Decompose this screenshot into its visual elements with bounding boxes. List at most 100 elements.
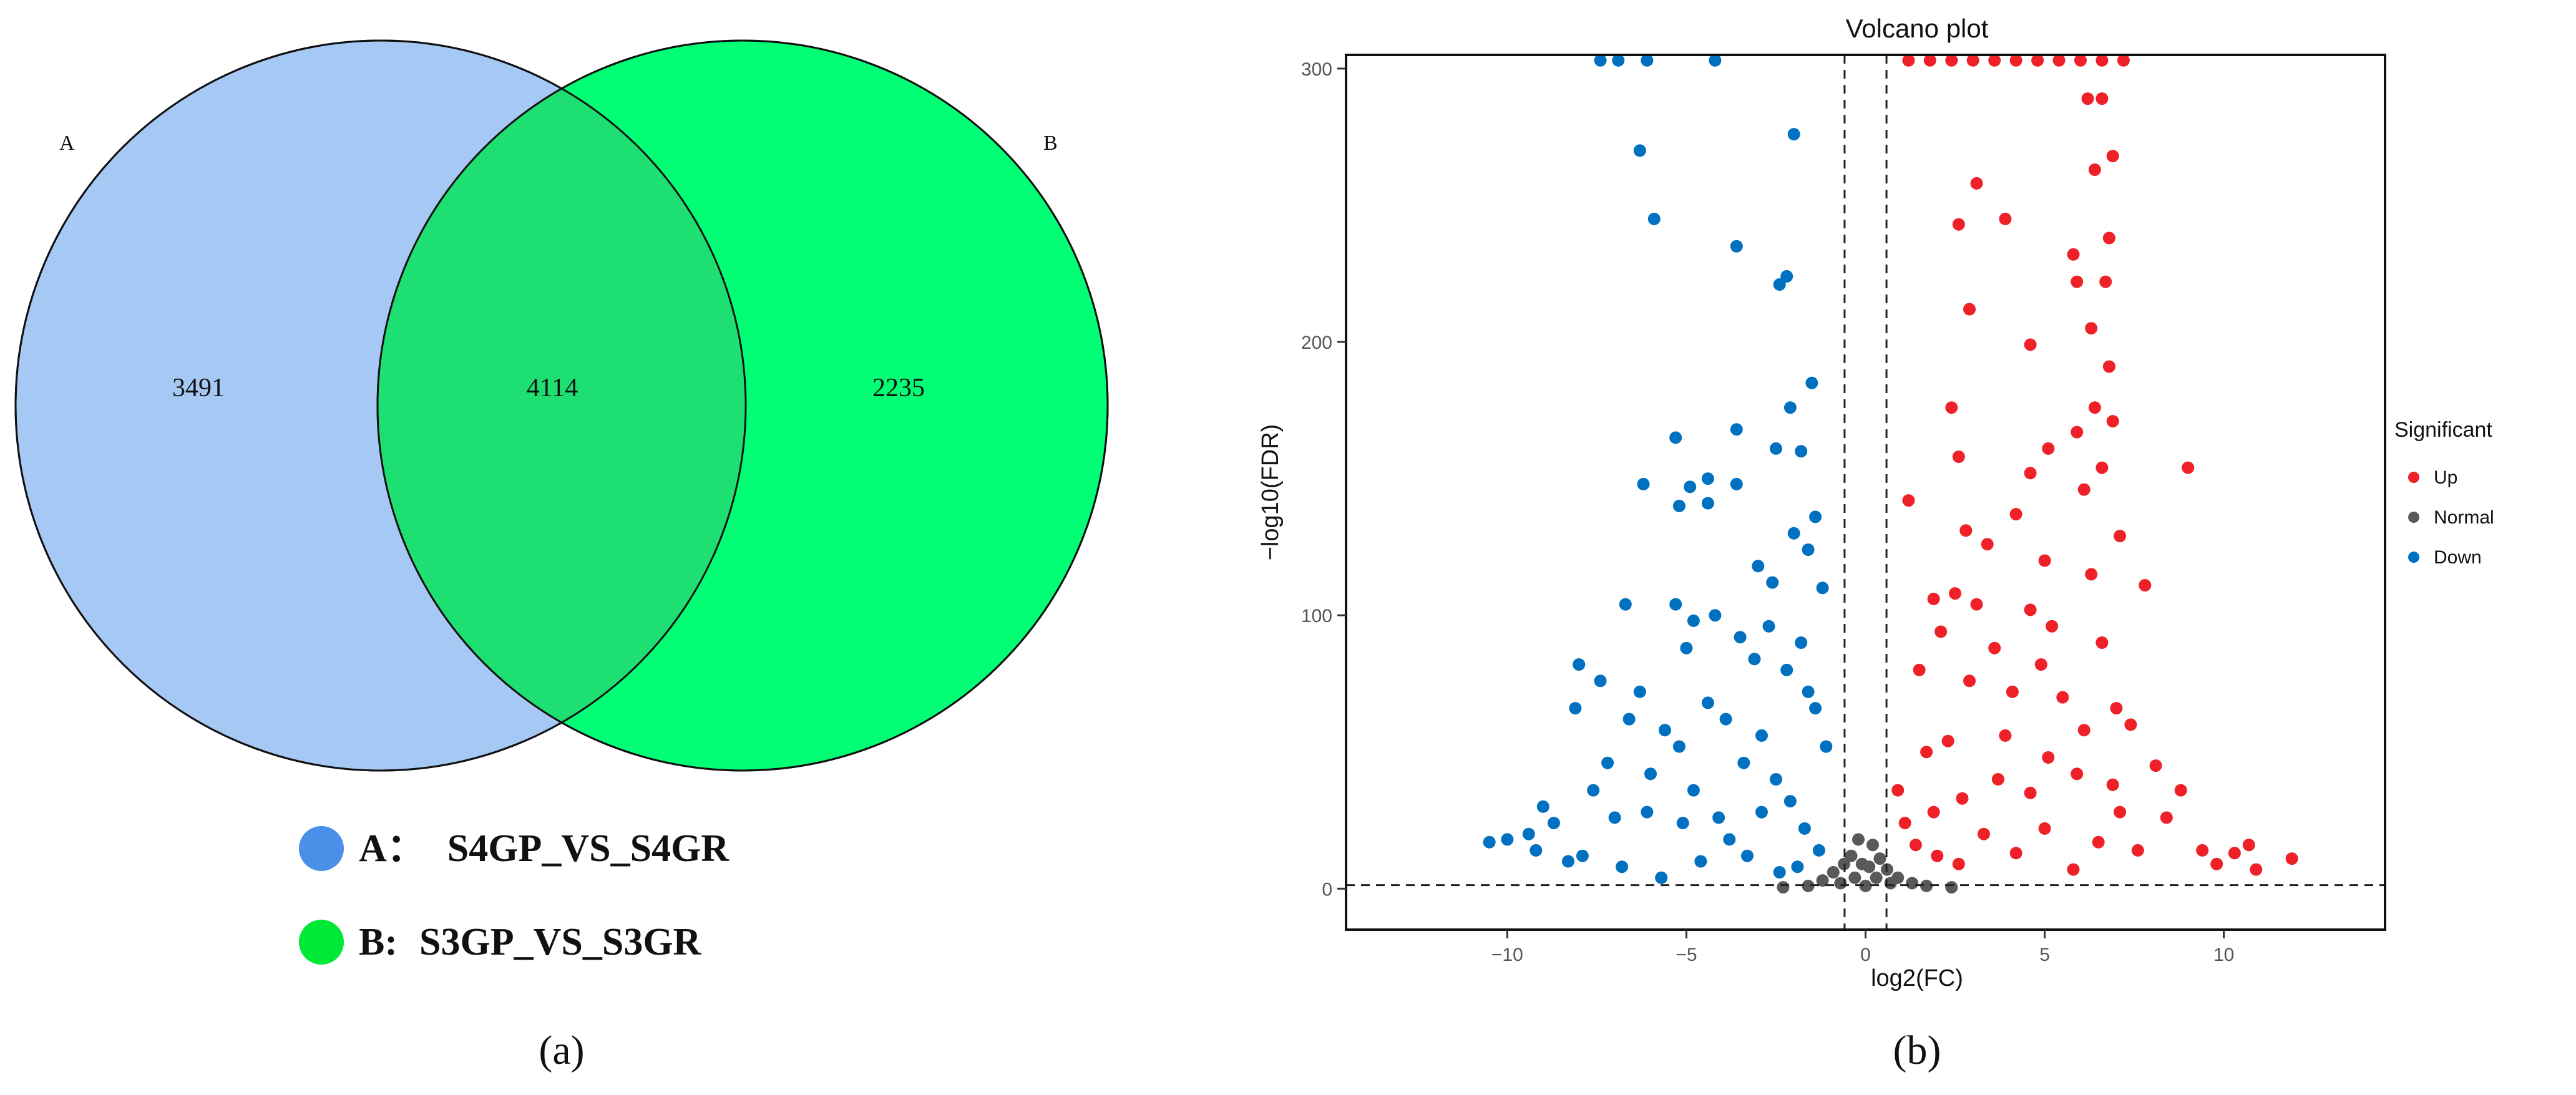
series-up xyxy=(1891,54,2298,876)
normal-point xyxy=(1859,879,1872,892)
normal-point xyxy=(1777,881,1790,894)
down-point xyxy=(1694,855,1707,868)
legend-b: B: S3GP_VS_S3GR xyxy=(359,921,702,963)
down-point xyxy=(1802,543,1815,556)
up-point xyxy=(2102,231,2115,245)
up-point xyxy=(2067,248,2080,261)
y-axis-label: −log10(FDR) xyxy=(1257,424,1284,561)
up-point xyxy=(2092,835,2105,849)
up-point xyxy=(1988,641,2001,655)
x-axis-label: log2(FC) xyxy=(1871,965,1963,991)
down-point xyxy=(1536,800,1549,813)
series-normal xyxy=(1777,833,1958,894)
down-point xyxy=(1805,376,1818,389)
normal-point xyxy=(1845,849,1858,862)
up-point xyxy=(1941,734,1954,747)
normal-point xyxy=(1920,879,1933,892)
venn-set-a-label: A xyxy=(59,132,75,155)
up-point xyxy=(2182,461,2195,474)
down-point xyxy=(1483,835,1496,849)
x-tick-label: −5 xyxy=(1676,945,1697,965)
down-point xyxy=(1766,576,1779,589)
up-point xyxy=(2106,415,2119,428)
up-point xyxy=(1999,212,2012,225)
venn-intersection-count: 4114 xyxy=(527,374,578,402)
normal-point xyxy=(1884,877,1897,890)
down-point xyxy=(1783,795,1797,808)
x-tick-label: −10 xyxy=(1491,945,1523,965)
up-point xyxy=(2024,467,2037,480)
down-point xyxy=(1809,510,1822,523)
legend-title: Significant xyxy=(2394,418,2492,442)
down-point xyxy=(1644,767,1657,781)
down-point xyxy=(1601,756,1614,769)
up-point xyxy=(1978,827,1990,840)
up-point xyxy=(1970,177,1983,190)
normal-point xyxy=(1834,877,1847,890)
down-point xyxy=(1737,756,1750,769)
down-point xyxy=(1637,477,1650,490)
down-point xyxy=(1748,653,1761,666)
up-point xyxy=(1956,792,1969,805)
up-point xyxy=(2077,724,2091,737)
up-point xyxy=(1945,54,1958,67)
normal-point xyxy=(1802,879,1815,892)
normal-point xyxy=(1848,871,1861,884)
down-point xyxy=(1641,805,1654,819)
up-point xyxy=(1945,401,1958,414)
up-point xyxy=(2009,54,2022,67)
legend-marker-up xyxy=(2408,472,2419,483)
down-point xyxy=(1548,817,1560,830)
down-point xyxy=(1684,480,1697,494)
up-point xyxy=(2024,603,2037,616)
down-point xyxy=(1687,614,1700,627)
down-point xyxy=(1780,663,1793,676)
up-point xyxy=(2046,620,2059,633)
up-point xyxy=(1920,746,1933,759)
down-point xyxy=(1770,773,1782,786)
down-point xyxy=(1723,833,1736,846)
up-point xyxy=(1949,587,1961,600)
legend-label-down: Down xyxy=(2434,547,2482,568)
down-point xyxy=(1701,696,1714,709)
down-point xyxy=(1562,855,1574,868)
down-point xyxy=(1669,431,1682,444)
up-point xyxy=(2009,508,2022,521)
up-point xyxy=(1902,54,1915,67)
up-point xyxy=(1913,663,1926,676)
down-point xyxy=(1530,844,1543,857)
down-point xyxy=(1770,442,1782,455)
up-point xyxy=(2110,702,2123,715)
down-point xyxy=(1755,805,1768,819)
down-point xyxy=(1619,598,1632,611)
x-tick-label: 10 xyxy=(2213,945,2234,965)
down-point xyxy=(1676,817,1689,830)
up-point xyxy=(2024,786,2037,799)
up-point xyxy=(1988,54,2001,67)
up-point xyxy=(2095,461,2109,474)
y-tick-label: 300 xyxy=(1301,59,1332,80)
down-point xyxy=(1802,685,1815,698)
up-point xyxy=(2071,767,2084,781)
up-point xyxy=(2285,852,2298,865)
down-point xyxy=(1719,713,1732,726)
down-point xyxy=(1820,740,1833,753)
down-point xyxy=(1672,740,1686,753)
down-point xyxy=(1655,871,1668,884)
normal-point xyxy=(1827,866,1840,878)
up-point xyxy=(1891,784,1905,797)
normal-point xyxy=(1816,874,1829,887)
up-point xyxy=(1959,524,1973,537)
up-point xyxy=(2042,751,2055,764)
venn-set-b-label: B xyxy=(1043,132,1058,155)
up-point xyxy=(2088,163,2101,176)
legend-marker-b xyxy=(299,920,344,965)
up-point xyxy=(2085,568,2098,581)
up-point xyxy=(2210,857,2223,870)
up-point xyxy=(1902,494,1915,507)
down-point xyxy=(1773,866,1786,878)
down-point xyxy=(1641,54,1654,67)
down-point xyxy=(1573,658,1586,671)
y-tick-label: 100 xyxy=(1301,606,1332,626)
